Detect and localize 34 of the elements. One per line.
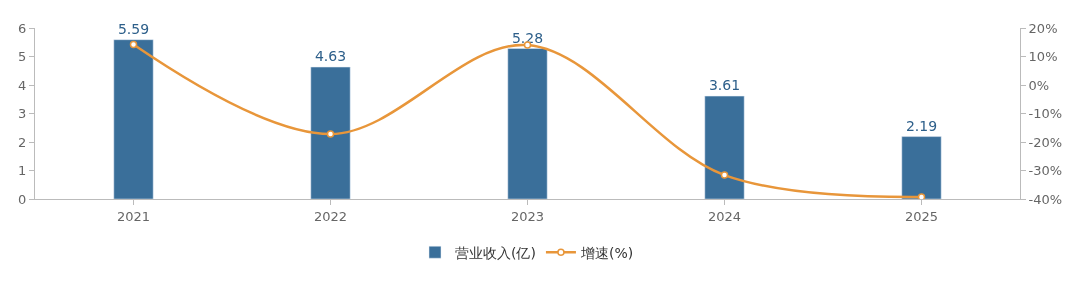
point — [326, 130, 335, 138]
y-tick-label: 4 — [18, 77, 27, 93]
bar — [704, 95, 745, 199]
y2-tick-label: -10% — [1028, 106, 1063, 122]
data-label: 5.28 — [511, 29, 544, 46]
data-label: 3.61 — [708, 77, 741, 94]
y-tick-label: 1 — [18, 163, 27, 179]
y2-tick-label: -30% — [1028, 163, 1063, 179]
y-tick-label: 6 — [18, 20, 27, 36]
legend-label: 营业收入(亿) — [455, 244, 536, 261]
bar — [113, 39, 154, 199]
y-tick-label: 5 — [18, 49, 27, 65]
legend-label: 增速(%) — [579, 244, 634, 261]
point — [129, 40, 138, 49]
data-label: 2.19 — [905, 117, 938, 134]
x-tick-label: 2021 — [116, 208, 151, 224]
x-tick-label: 2023 — [510, 208, 545, 224]
y2-tick-label: -20% — [1028, 134, 1063, 150]
y2-tick-label: 20% — [1028, 20, 1058, 36]
bar — [507, 48, 548, 199]
x-tick-label: 2024 — [707, 208, 742, 224]
bar — [901, 136, 942, 199]
x-tick-label: 2025 — [904, 208, 939, 224]
y-tick-label: 2 — [18, 134, 27, 150]
y-tick-label: 3 — [18, 106, 27, 122]
data-label: 4.63 — [314, 48, 347, 65]
data-label: 5.59 — [117, 20, 150, 37]
y-tick-label: 0 — [18, 191, 27, 207]
y2-tick-label: 0% — [1028, 77, 1050, 93]
bar — [310, 66, 351, 199]
y2-tick-label: -40% — [1028, 191, 1063, 207]
y2-tick-label: 10% — [1028, 49, 1058, 65]
x-tick-label: 2022 — [313, 208, 348, 224]
point — [720, 171, 729, 179]
